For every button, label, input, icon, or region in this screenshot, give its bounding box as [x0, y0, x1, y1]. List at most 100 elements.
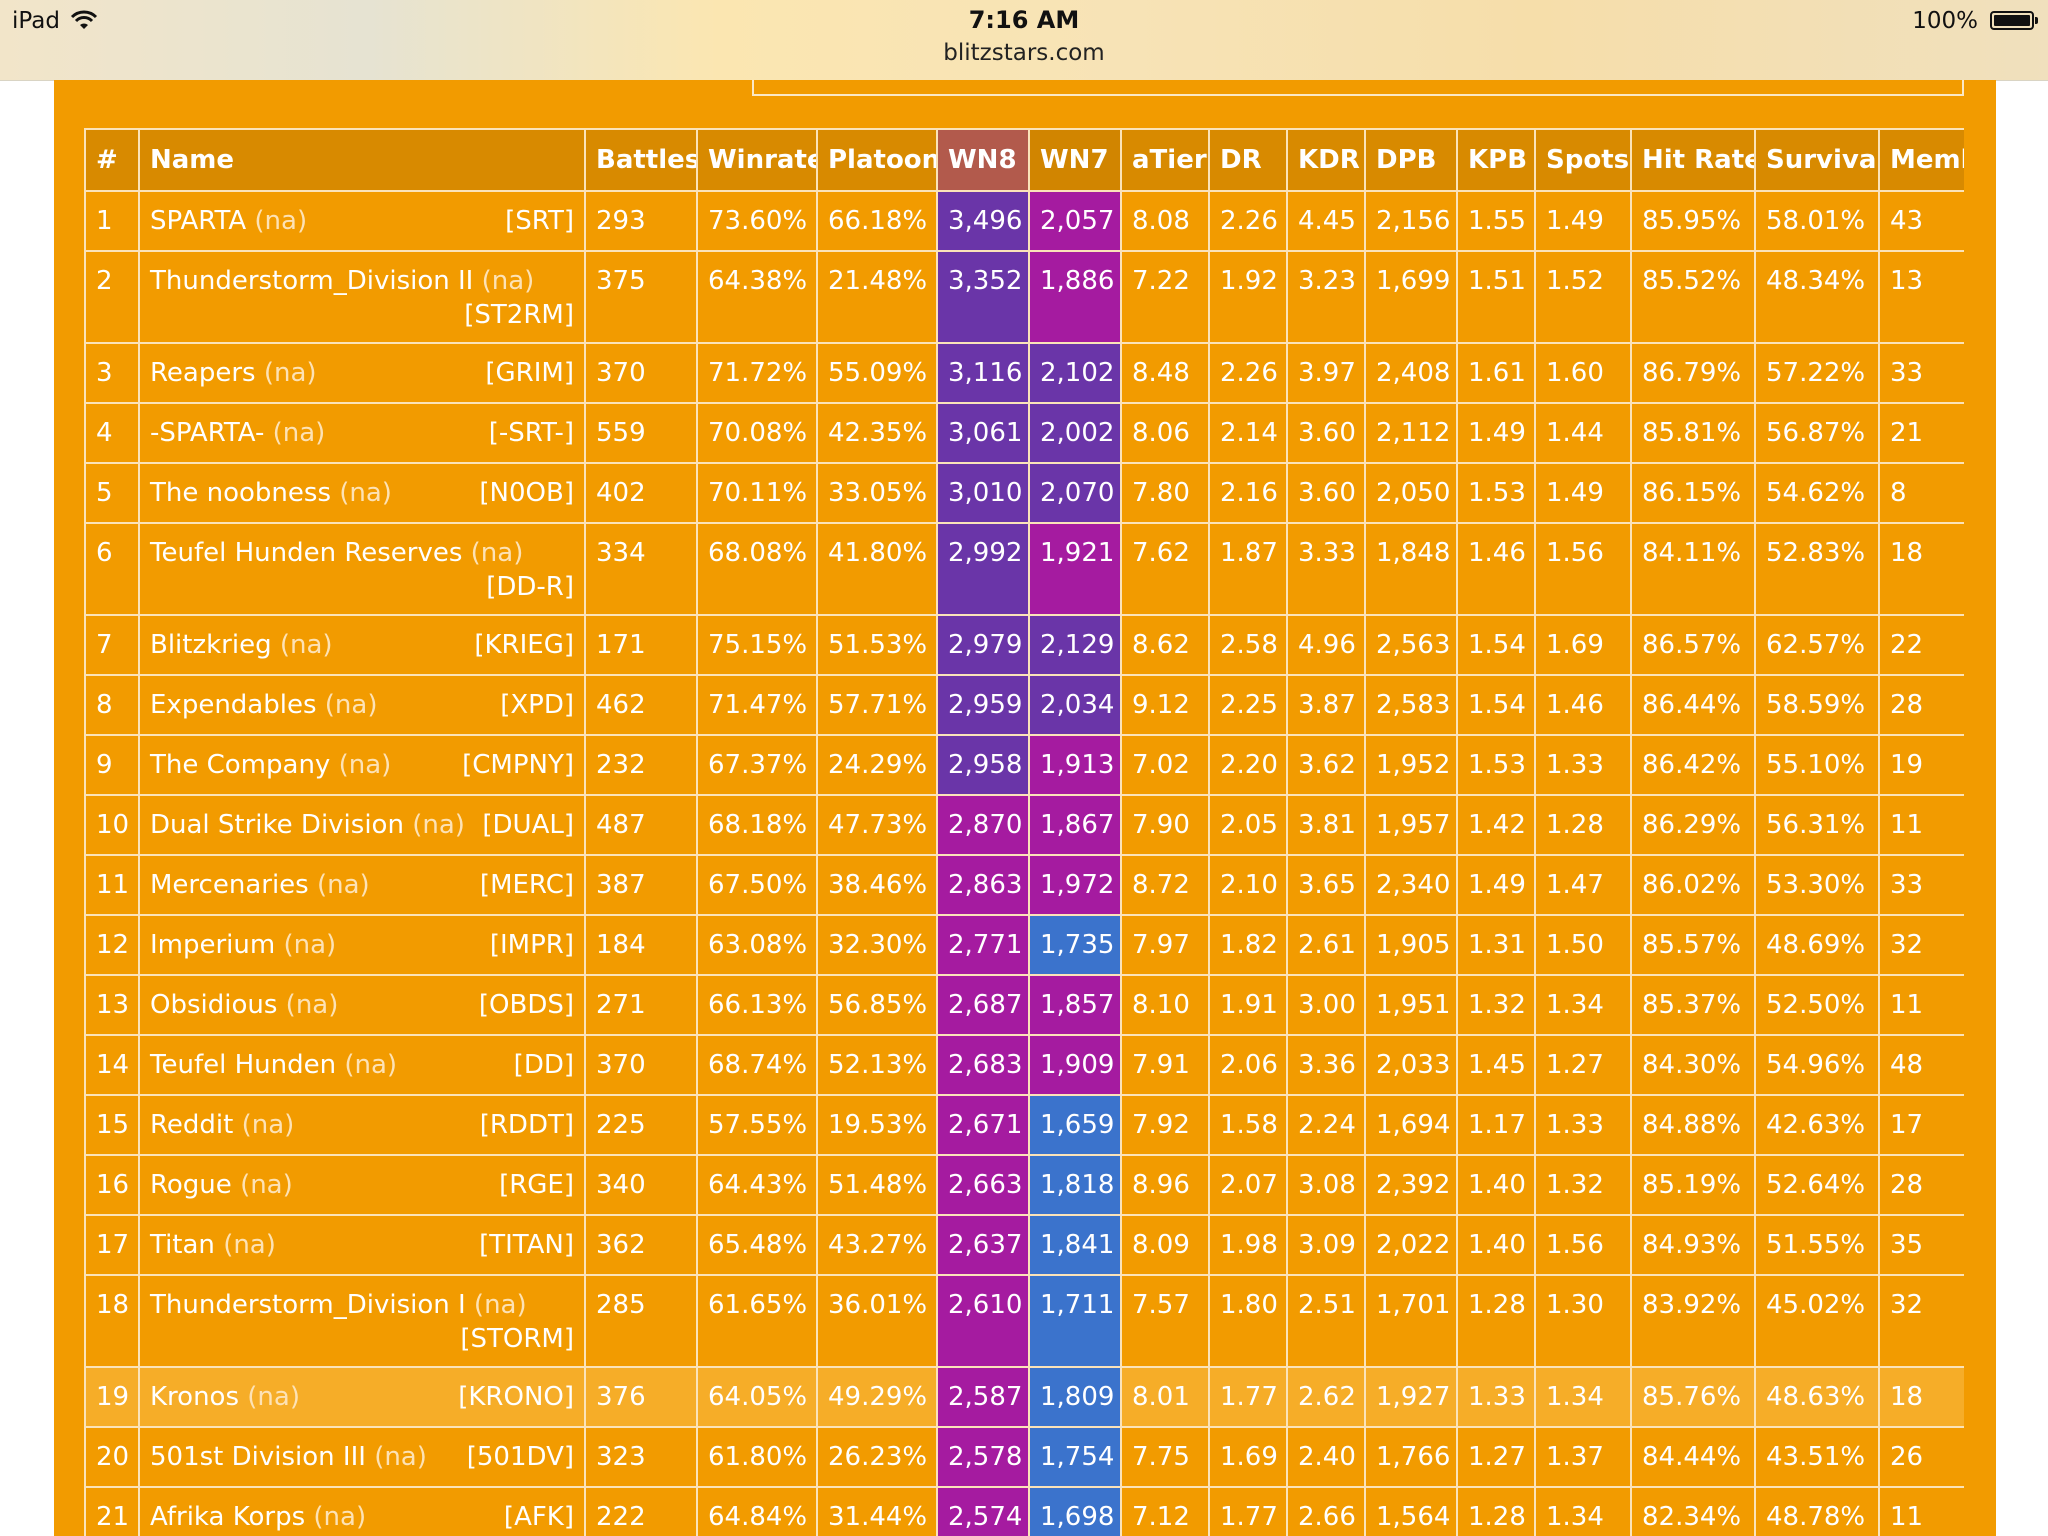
clan-name-link[interactable]: -SPARTA- (na) — [150, 416, 325, 450]
clan-name-cell[interactable]: Dual Strike Division (na) [DUAL] — [138, 794, 586, 856]
column-header-battles[interactable]: Battles — [584, 128, 698, 192]
clan-name-cell[interactable]: Rogue (na) [RGE] — [138, 1154, 586, 1216]
column-header-rank[interactable]: # — [84, 128, 140, 192]
clan-name-cell[interactable]: Thunderstorm_Division II (na) [ST2RM] — [138, 250, 586, 344]
table-row[interactable]: 5 The noobness (na) [N0OB] 402 70.11% 33.05% 3… — [84, 462, 1964, 524]
cell-platoon: 38.46% — [816, 854, 938, 916]
clan-name-cell[interactable]: Obsidious (na) [OBDS] — [138, 974, 586, 1036]
clan-name-link[interactable]: Thunderstorm_Division II (na) — [150, 264, 534, 298]
column-header-kpb[interactable]: KPB — [1456, 128, 1536, 192]
cell-wn7: 2,002 — [1028, 402, 1122, 464]
clan-name: The Company — [150, 750, 331, 780]
table-row[interactable]: 4 -SPARTA- (na) [-SRT-] 559 70.08% 42.35% 3,06… — [84, 402, 1964, 464]
table-row[interactable]: 17 Titan (na) [TITAN] 362 65.48% 43.27% 2,637 1… — [84, 1214, 1964, 1276]
column-header-platoon[interactable]: Platoon — [816, 128, 938, 192]
clan-name: SPARTA — [150, 206, 247, 236]
cell-wn8: 2,979 — [936, 614, 1030, 676]
clan-name-cell[interactable]: The Company (na) [CMPNY] — [138, 734, 586, 796]
clan-name-link[interactable]: Reddit (na) — [150, 1108, 294, 1142]
clan-name-link[interactable]: Dual Strike Division (na) — [150, 808, 465, 842]
table-row[interactable]: 11 Mercenaries (na) [MERC] 387 67.50% 38.46% 2… — [84, 854, 1964, 916]
clan-name-link[interactable]: Thunderstorm_Division I (na) — [150, 1288, 527, 1322]
table-row[interactable]: 7 Blitzkrieg (na) [KRIEG] 171 75.15% 51.53% 2,… — [84, 614, 1964, 676]
clan-name-link[interactable]: Kronos (na) — [150, 1380, 300, 1414]
cell-kpb: 1.53 — [1456, 462, 1536, 524]
column-header-hitrate[interactable]: Hit Rate — [1630, 128, 1756, 192]
table-row[interactable]: 12 Imperium (na) [IMPR] 184 63.08% 32.30% 2,77… — [84, 914, 1964, 976]
table-row[interactable]: 19 Kronos (na) [KRONO] 376 64.05% 49.29% 2,587… — [84, 1366, 1964, 1428]
cell-rank: 10 — [84, 794, 140, 856]
clan-name-cell[interactable]: Expendables (na) [XPD] — [138, 674, 586, 736]
cell-spots: 1.46 — [1534, 674, 1632, 736]
cell-members: 13 — [1878, 250, 1964, 344]
cell-spots: 1.34 — [1534, 1366, 1632, 1428]
column-header-dpb[interactable]: DPB — [1364, 128, 1458, 192]
column-header-wn7[interactable]: WN7 — [1028, 128, 1122, 192]
table-row[interactable]: 18 Thunderstorm_Division I (na) [STORM] 285… — [84, 1274, 1964, 1368]
column-header-dr[interactable]: DR — [1208, 128, 1288, 192]
clan-name-cell[interactable]: Mercenaries (na) [MERC] — [138, 854, 586, 916]
column-header-winrate[interactable]: Winrate — [696, 128, 818, 192]
clan-name-cell[interactable]: Kronos (na) [KRONO] — [138, 1366, 586, 1428]
table-row[interactable]: 16 Rogue (na) [RGE] 340 64.43% 51.48% 2,663 1,8… — [84, 1154, 1964, 1216]
table-row[interactable]: 3 Reapers (na) [GRIM] 370 71.72% 55.09% 3,116 2… — [84, 342, 1964, 404]
clan-name-link[interactable]: Afrika Korps (na) — [150, 1500, 366, 1534]
column-header-spots[interactable]: Spots — [1534, 128, 1632, 192]
clan-name-cell[interactable]: Reddit (na) [RDDT] — [138, 1094, 586, 1156]
clan-name-cell[interactable]: Thunderstorm_Division I (na) [STORM] — [138, 1274, 586, 1368]
cell-members: 28 — [1878, 1154, 1964, 1216]
clan-name-cell[interactable]: -SPARTA- (na) [-SRT-] — [138, 402, 586, 464]
table-row[interactable]: 14 Teufel Hunden (na) [DD] 370 68.74% 52.13% 2… — [84, 1034, 1964, 1096]
clan-name-cell[interactable]: Teufel Hunden Reserves (na) [DD-R] — [138, 522, 586, 616]
clan-name-cell[interactable]: SPARTA (na) [SRT] — [138, 190, 586, 252]
cell-members: 32 — [1878, 1274, 1964, 1368]
clan-name-cell[interactable]: Imperium (na) [IMPR] — [138, 914, 586, 976]
table-row[interactable]: 15 Reddit (na) [RDDT] 225 57.55% 19.53% 2,671 1… — [84, 1094, 1964, 1156]
clan-name-cell[interactable]: Blitzkrieg (na) [KRIEG] — [138, 614, 586, 676]
clan-stats-table-container[interactable]: # Name Battles Winrate Platoon WN8 WN7 aTier DR K… — [84, 128, 1964, 1536]
column-header-survival[interactable]: Survival — [1754, 128, 1880, 192]
cell-spots: 1.50 — [1534, 914, 1632, 976]
address-bar-url[interactable]: blitzstars.com — [943, 40, 1105, 66]
clan-name-link[interactable]: 501st Division III (na) — [150, 1440, 427, 1474]
table-row[interactable]: 8 Expendables (na) [XPD] 462 71.47% 57.71% 2,9… — [84, 674, 1964, 736]
cell-atier: 8.10 — [1120, 974, 1210, 1036]
device-label: iPad — [12, 8, 60, 34]
cell-dpb: 2,156 — [1364, 190, 1458, 252]
clan-name-link[interactable]: The Company (na) — [150, 748, 391, 782]
clan-name-link[interactable]: Obsidious (na) — [150, 988, 338, 1022]
table-row[interactable]: 2 Thunderstorm_Division II (na) [ST2RM] 375… — [84, 250, 1964, 344]
table-row[interactable]: 21 Afrika Korps (na) [AFK] 222 64.84% 31.44% 2… — [84, 1486, 1964, 1536]
column-header-members[interactable]: Memb — [1878, 128, 1964, 192]
clan-name-link[interactable]: Expendables (na) — [150, 688, 377, 722]
table-row[interactable]: 6 Teufel Hunden Reserves (na) [DD-R] 334 68.… — [84, 522, 1964, 616]
clan-name-cell[interactable]: Teufel Hunden (na) [DD] — [138, 1034, 586, 1096]
clan-name-link[interactable]: SPARTA (na) — [150, 204, 307, 238]
table-row[interactable]: 10 Dual Strike Division (na) [DUAL] 487 68.1… — [84, 794, 1964, 856]
clan-name-link[interactable]: Imperium (na) — [150, 928, 336, 962]
clan-name-link[interactable]: Teufel Hunden (na) — [150, 1048, 397, 1082]
clan-name-cell[interactable]: Titan (na) [TITAN] — [138, 1214, 586, 1276]
clan-name-cell[interactable]: Reapers (na) [GRIM] — [138, 342, 586, 404]
column-header-name[interactable]: Name — [138, 128, 586, 192]
clan-name-link[interactable]: Rogue (na) — [150, 1168, 293, 1202]
clan-name-link[interactable]: The noobness (na) — [150, 476, 392, 510]
table-row[interactable]: 9 The Company (na) [CMPNY] 232 67.37% 24.29% 2… — [84, 734, 1964, 796]
cell-dr: 2.06 — [1208, 1034, 1288, 1096]
column-header-wn8[interactable]: WN8 — [936, 128, 1030, 192]
clan-name-link[interactable]: Blitzkrieg (na) — [150, 628, 333, 662]
cell-dr: 1.77 — [1208, 1486, 1288, 1536]
table-row[interactable]: 20 501st Division III (na) [501DV] 323 61.80… — [84, 1426, 1964, 1488]
cell-survival: 57.22% — [1754, 342, 1880, 404]
clan-name-cell[interactable]: 501st Division III (na) [501DV] — [138, 1426, 586, 1488]
clan-name-link[interactable]: Titan (na) — [150, 1228, 276, 1262]
table-row[interactable]: 1 SPARTA (na) [SRT] 293 73.60% 66.18% 3,496 2,0… — [84, 190, 1964, 252]
column-header-atier[interactable]: aTier — [1120, 128, 1210, 192]
clan-name-cell[interactable]: The noobness (na) [N0OB] — [138, 462, 586, 524]
clan-name-link[interactable]: Teufel Hunden Reserves (na) — [150, 536, 523, 570]
clan-name-link[interactable]: Reapers (na) — [150, 356, 317, 390]
table-row[interactable]: 13 Obsidious (na) [OBDS] 271 66.13% 56.85% 2,6… — [84, 974, 1964, 1036]
column-header-kdr[interactable]: KDR — [1286, 128, 1366, 192]
clan-name-link[interactable]: Mercenaries (na) — [150, 868, 370, 902]
clan-name-cell[interactable]: Afrika Korps (na) [AFK] — [138, 1486, 586, 1536]
